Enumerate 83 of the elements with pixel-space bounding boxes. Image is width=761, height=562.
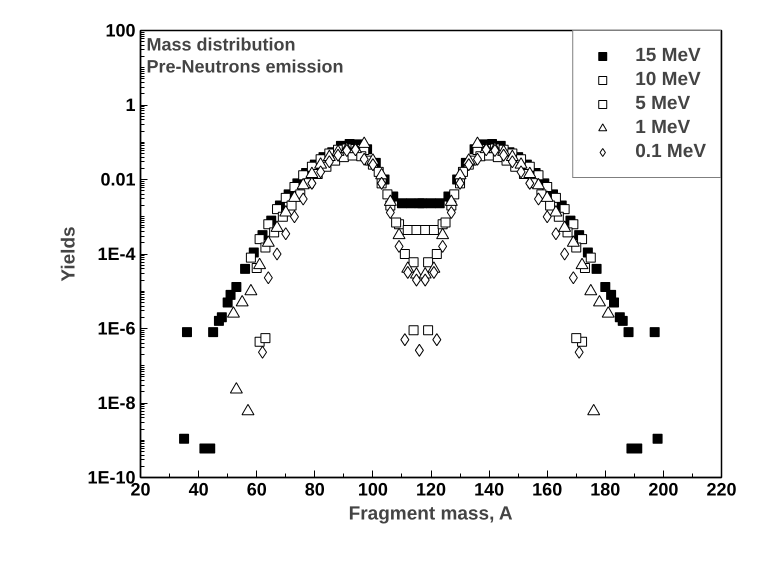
point <box>568 219 578 230</box>
point <box>586 252 596 263</box>
point <box>246 252 256 263</box>
point <box>272 204 282 214</box>
x-axis-title: Fragment mass, A <box>348 504 513 524</box>
y-tick-label: 0.01 <box>100 170 136 190</box>
legend-label: 15 MeV <box>635 45 701 67</box>
point <box>432 333 442 346</box>
annotation: Pre-Neutrons emission <box>146 56 344 76</box>
point <box>428 225 439 236</box>
x-tick-label: 60 <box>246 480 267 500</box>
point <box>534 192 543 206</box>
legend-label: 0.1 MeV <box>635 141 706 163</box>
point <box>571 333 582 344</box>
point <box>551 227 560 240</box>
point <box>403 266 412 279</box>
point <box>482 143 491 156</box>
point <box>298 192 308 206</box>
point <box>400 249 410 259</box>
point <box>394 240 404 253</box>
x-tick-label: 140 <box>474 480 504 500</box>
y-tick-label: 100 <box>105 20 136 40</box>
point <box>408 257 419 268</box>
point <box>414 344 424 357</box>
point <box>316 165 326 178</box>
point <box>423 325 434 336</box>
point <box>574 346 584 359</box>
y-tick-label: 1E-8 <box>97 393 136 413</box>
annotation: Mass distribution <box>146 34 296 54</box>
point <box>307 176 316 190</box>
point <box>334 148 343 162</box>
point <box>508 155 517 168</box>
point <box>523 166 536 178</box>
point <box>305 166 318 178</box>
point <box>258 346 268 359</box>
point <box>260 333 270 344</box>
point <box>560 204 570 214</box>
point <box>290 210 299 224</box>
point <box>264 271 273 284</box>
point <box>568 271 578 284</box>
point <box>429 266 438 279</box>
x-tick-label: 200 <box>648 480 678 500</box>
point <box>408 325 419 336</box>
point <box>400 333 410 346</box>
point <box>272 248 282 260</box>
point <box>446 206 456 220</box>
point <box>324 155 334 168</box>
y-axis-title: Yields <box>58 226 80 282</box>
point <box>542 210 552 224</box>
x-tick-label: 160 <box>532 480 562 500</box>
point <box>577 234 588 244</box>
point <box>472 152 482 166</box>
point <box>440 218 451 228</box>
y-tick-label: 1E-6 <box>97 318 136 338</box>
point <box>412 274 421 287</box>
x-tick-label: 80 <box>304 480 325 500</box>
x-tick-label: 120 <box>416 480 446 500</box>
point <box>490 144 500 158</box>
point <box>391 218 402 228</box>
point <box>438 240 448 253</box>
legend-label: 1 MeV <box>635 117 690 139</box>
point <box>525 176 534 190</box>
point <box>360 152 369 166</box>
point <box>499 148 508 162</box>
y-tick-label: 1E-4 <box>97 244 136 264</box>
legend-label: 5 MeV <box>635 93 690 115</box>
point <box>342 144 352 158</box>
x-tick-label: 180 <box>590 480 620 500</box>
point <box>516 165 526 178</box>
point <box>423 257 434 268</box>
point <box>560 248 570 260</box>
x-tick-label: 100 <box>358 480 388 500</box>
x-tick-label: 40 <box>188 480 209 500</box>
point <box>281 227 290 240</box>
y-tick-label: 1 <box>125 95 136 115</box>
legend-label: 10 MeV <box>635 69 701 91</box>
point <box>350 143 360 156</box>
point <box>432 249 442 259</box>
point <box>420 274 430 287</box>
point <box>263 219 274 230</box>
point <box>386 206 395 220</box>
point <box>254 234 265 244</box>
x-tick-label: 220 <box>706 480 737 500</box>
